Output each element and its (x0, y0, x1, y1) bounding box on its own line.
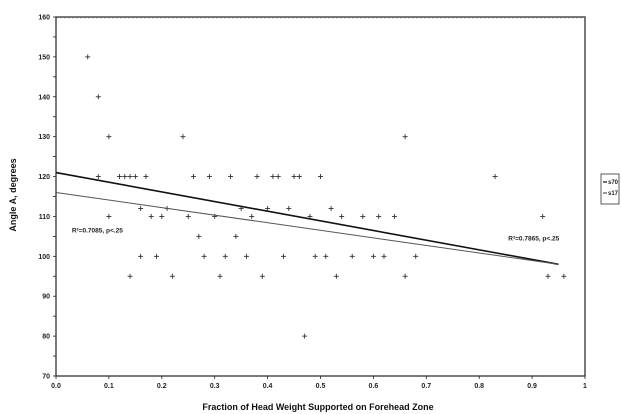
x-axis-title: Fraction of Head Weight Supported on For… (202, 402, 433, 412)
data-point (154, 253, 160, 259)
trend-line (55, 192, 559, 265)
data-point (122, 174, 128, 180)
data-point (259, 273, 265, 279)
legend: s70 s17 (600, 173, 620, 205)
data-point (85, 54, 91, 60)
data-point (360, 213, 366, 219)
data-point (159, 213, 165, 219)
data-point (413, 253, 419, 259)
data-point (270, 174, 276, 180)
data-point (95, 174, 101, 180)
legend-entry: s17 (608, 191, 619, 197)
annotations: R²=0.7085, p<.25 R²=0.7865, p<.25 (72, 227, 560, 242)
data-point (196, 233, 202, 239)
data-point (328, 205, 334, 211)
x-tick-label: 0.4 (263, 383, 273, 390)
x-axis-ticks: 0.0 0.1 0.2 0.3 0.4 0.5 0.6 0.7 0.8 0.9 1 (51, 376, 587, 390)
y-tick-label: 110 (39, 214, 50, 221)
data-point (392, 213, 398, 219)
data-point (206, 174, 212, 180)
data-point (201, 253, 207, 259)
y-tick-label: 90 (42, 294, 50, 301)
data-point (106, 134, 112, 140)
data-point (265, 205, 271, 211)
y-axis-ticks: 70 80 90 100 110 120 130 140 150 160 (38, 15, 56, 381)
data-point (545, 273, 551, 279)
data-point (286, 205, 292, 211)
y-tick-label: 70 (42, 374, 50, 381)
data-point (127, 174, 133, 180)
data-point (492, 174, 498, 180)
data-point (127, 273, 133, 279)
data-point (296, 174, 302, 180)
data-point (233, 233, 239, 239)
y-tick-label: 130 (38, 134, 50, 141)
data-points (85, 54, 567, 339)
data-point (323, 253, 329, 259)
data-point (138, 253, 144, 259)
data-point (148, 213, 154, 219)
data-point (254, 174, 260, 180)
x-tick-label: 0.5 (316, 383, 326, 390)
x-tick-label: 0.2 (157, 383, 167, 390)
data-point (540, 213, 546, 219)
x-tick-label: 0.7 (421, 383, 431, 390)
annotation-label: R²=0.7085, p<.25 (72, 227, 123, 234)
trend-line (55, 171, 559, 266)
y-tick-label: 100 (38, 254, 50, 261)
data-point (217, 273, 223, 279)
x-tick-label: 0.1 (104, 383, 114, 390)
data-point (180, 134, 186, 140)
data-point (222, 253, 228, 259)
data-point (169, 273, 175, 279)
x-tick-label: 0.3 (210, 383, 220, 390)
x-tick-label: 1 (583, 383, 587, 390)
x-tick-label: 0.6 (369, 383, 379, 390)
data-point (249, 213, 255, 219)
data-point (302, 333, 308, 339)
y-tick-label: 150 (38, 54, 50, 61)
data-point (280, 253, 286, 259)
x-tick-label: 0.0 (51, 383, 61, 390)
data-point (312, 253, 318, 259)
data-point (138, 205, 144, 211)
data-point (381, 253, 387, 259)
data-point (243, 253, 249, 259)
y-tick-label: 160 (38, 15, 50, 22)
annotation-label: R²=0.7865, p<.25 (508, 235, 559, 242)
data-point (191, 174, 197, 180)
data-point (228, 174, 234, 180)
trend-lines (55, 171, 559, 266)
data-point (132, 174, 138, 180)
data-point (333, 273, 339, 279)
data-point (106, 213, 112, 219)
legend-entry: s70 (608, 180, 619, 186)
data-point (95, 94, 101, 100)
data-point (402, 273, 408, 279)
data-point (370, 253, 376, 259)
data-point (275, 174, 281, 180)
y-tick-label: 80 (42, 334, 50, 341)
plot-frame (55, 16, 586, 377)
data-point (376, 213, 382, 219)
x-tick-label: 0.9 (527, 383, 537, 390)
data-point (402, 134, 408, 140)
data-point (318, 174, 323, 180)
data-point (349, 253, 355, 259)
plot-border (55, 16, 586, 377)
data-point (339, 213, 345, 219)
y-axis-title: Angle A, degrees (8, 158, 18, 231)
y-tick-label: 140 (38, 94, 50, 101)
data-point (561, 273, 567, 279)
x-tick-label: 0.8 (474, 383, 484, 390)
data-point (291, 174, 297, 180)
data-point (143, 174, 149, 180)
legend-box (600, 173, 620, 205)
data-point (116, 174, 122, 180)
y-tick-label: 120 (38, 174, 50, 181)
data-point (185, 213, 191, 219)
